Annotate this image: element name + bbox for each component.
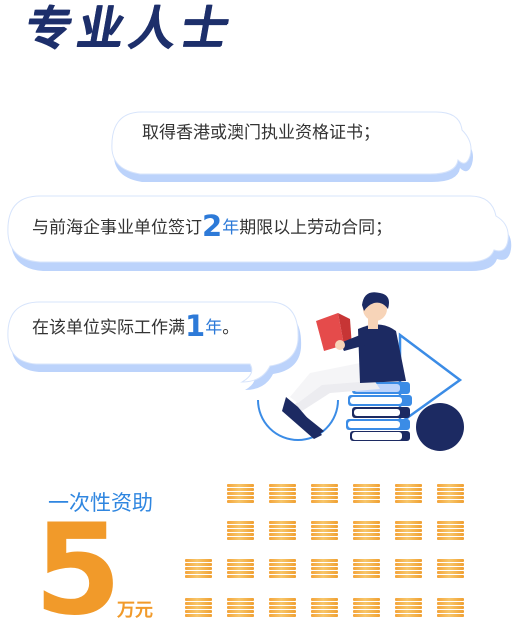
- requirement-bubble-3: [7, 301, 302, 390]
- coin-stack: [227, 559, 254, 579]
- subsidy-unit: 万元: [117, 600, 153, 621]
- coin-stack: [269, 598, 296, 618]
- coin-stack: [311, 598, 338, 618]
- requirement-text-2: 与前海企事业单位签订2年期限以上劳动合同；: [32, 212, 393, 241]
- person: [282, 292, 406, 439]
- requirement-3-prefix: 在该单位实际工作满: [32, 318, 185, 338]
- coin-stack: [185, 598, 212, 618]
- coin-stack: [227, 484, 254, 504]
- coin-stack: [353, 484, 380, 504]
- coin-stack: [395, 484, 422, 504]
- requirement-3-years: 1: [185, 309, 206, 343]
- navy-circle-shape: [416, 403, 464, 451]
- reading-person-illustration: [257, 292, 464, 451]
- page: 专业人士 取得香港或澳门执业资格证书； 与前海企事业单位签订2年期限以上劳动合同…: [7, 1, 512, 635]
- subsidy-amount: 5: [34, 496, 122, 643]
- coin-stack: [395, 521, 422, 541]
- coin-stack: [353, 559, 380, 579]
- coin-stack: [269, 521, 296, 541]
- requirement-bubble-1: [111, 111, 473, 182]
- coin-stack: [269, 559, 296, 579]
- coin-stack: [395, 559, 422, 579]
- coin-stack: [227, 598, 254, 618]
- coin-stack: [311, 521, 338, 541]
- coin-stack: [395, 598, 422, 618]
- requirement-3-unit: 年: [205, 318, 223, 338]
- coin-stack: [269, 484, 296, 504]
- requirement-text-1: 取得香港或澳门执业资格证书；: [142, 123, 380, 143]
- subsidy-label: 一次性资助: [48, 491, 153, 515]
- requirement-2-suffix: 期限以上劳动合同；: [239, 218, 393, 238]
- requirement-3-suffix: 。: [222, 318, 240, 338]
- requirement-2-prefix: 与前海企事业单位签订: [32, 218, 202, 238]
- coin-stack: [227, 521, 254, 541]
- coin-stack: [311, 484, 338, 504]
- requirement-2-years: 2: [202, 209, 223, 243]
- requirement-bubble-2: [7, 195, 512, 271]
- book-stack: [346, 382, 412, 441]
- requirement-text-3: 在该单位实际工作满1年。: [32, 312, 240, 341]
- requirement-2-unit: 年: [222, 218, 240, 238]
- coin-stack: [437, 484, 464, 504]
- coin-stack: [353, 521, 380, 541]
- coin-stack: [353, 598, 380, 618]
- page-title: 专业人士: [21, 1, 239, 55]
- coin-stack: [185, 559, 212, 579]
- coin-stack: [311, 559, 338, 579]
- coin-stack: [437, 521, 464, 541]
- coin-stack: [437, 559, 464, 579]
- coin-stack: [437, 598, 464, 618]
